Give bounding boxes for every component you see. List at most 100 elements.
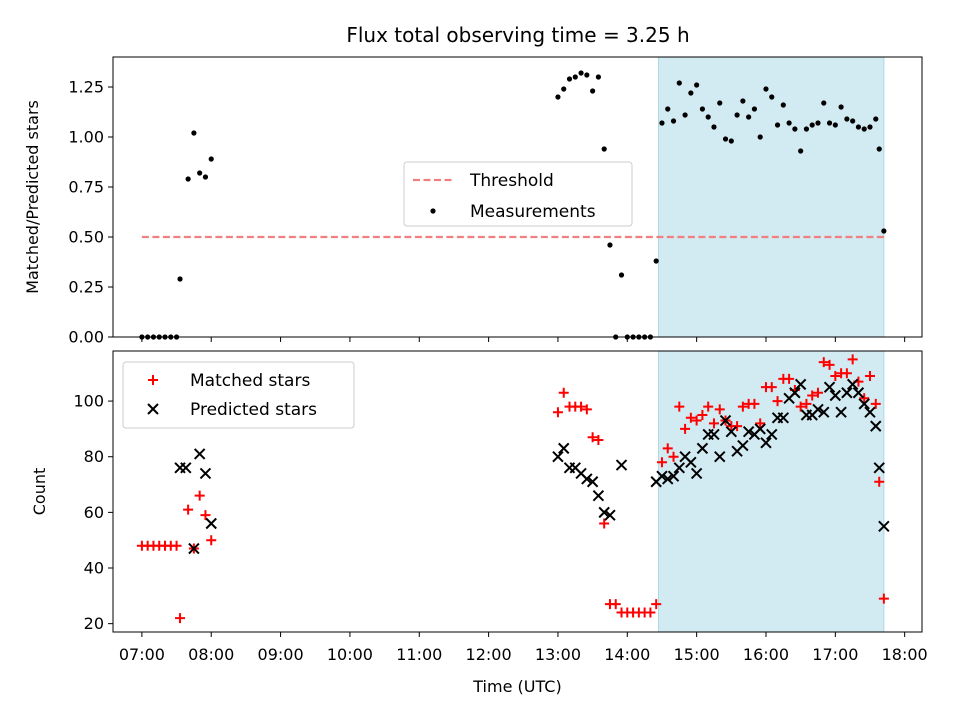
matched-point <box>581 404 592 415</box>
measurement-point <box>694 82 700 88</box>
measurement-point <box>746 114 752 120</box>
legend-threshold-label: Threshold <box>469 171 554 191</box>
predicted-point <box>656 470 668 482</box>
matched-point <box>206 535 217 546</box>
matched-point <box>552 407 563 418</box>
predicted-point <box>662 473 674 485</box>
predicted-point <box>205 517 217 530</box>
measurement-point <box>763 86 769 92</box>
legend-predicted-swatch <box>147 403 159 415</box>
measurement-point <box>659 120 665 126</box>
count-panel: 20 40 60 80 100 07:00 08:00 09:00 10:00 11:00 12:… <box>30 350 928 696</box>
y-tick-label: 0.50 <box>68 228 104 247</box>
measurement-point <box>876 146 882 152</box>
legend-x-marker <box>147 403 159 415</box>
matched-point <box>593 435 604 446</box>
matched-point <box>812 387 823 398</box>
y-tick-label: 1.25 <box>68 78 104 97</box>
matched-point <box>874 476 885 487</box>
matched-point <box>784 373 795 384</box>
matched-point <box>859 393 870 404</box>
predicted-point <box>737 439 749 452</box>
predicted-point <box>841 387 853 399</box>
matched-point <box>818 357 829 368</box>
legend-plus-marker <box>148 375 158 385</box>
predicted-stars-series <box>174 378 890 555</box>
matched-point <box>749 398 760 409</box>
predicted-point <box>552 451 564 463</box>
predicted-point <box>180 462 192 474</box>
predicted-point <box>864 406 876 418</box>
matched-point <box>691 415 702 426</box>
measurement-point <box>780 102 786 108</box>
predicted-point <box>558 442 570 455</box>
measurement-point <box>740 98 746 104</box>
x-tick-label: 13:00 <box>535 645 581 664</box>
predicted-point <box>719 414 732 427</box>
x-tick-label: 15:00 <box>674 645 720 664</box>
measurement-point <box>881 228 887 234</box>
predicted-point <box>714 451 726 463</box>
predicted-point <box>696 442 709 455</box>
measurement-point <box>590 88 596 94</box>
predicted-point <box>873 462 885 474</box>
predicted-point <box>725 425 738 438</box>
matched-point <box>183 504 194 515</box>
matched-point <box>878 593 889 604</box>
matched-point <box>732 421 743 432</box>
matched-point <box>175 613 186 624</box>
predicted-point <box>846 378 859 391</box>
shaded-span-rect <box>657 56 885 338</box>
measurement-point <box>607 242 613 248</box>
measurement-point <box>665 106 671 112</box>
ratio-legend-box <box>403 161 633 227</box>
predicted-point <box>777 412 790 424</box>
matched-point <box>807 390 818 401</box>
measurement-point <box>177 276 183 282</box>
matched-point <box>587 432 598 443</box>
x-tick-label: 10:00 <box>327 645 373 664</box>
matched-point <box>864 371 875 382</box>
measurement-point <box>850 118 856 124</box>
measurement-point <box>786 120 792 126</box>
matched-point <box>651 599 662 610</box>
ratio-y-axis-label: Matched/Predicted stars <box>23 100 42 294</box>
time-x-axis-label: Time (UTC) <box>472 677 561 696</box>
legend-predicted-label: Predicted stars <box>190 400 317 420</box>
matched-point <box>200 510 211 521</box>
ratio-legend: Threshold Measurements <box>403 161 633 227</box>
matched-point <box>599 518 610 529</box>
y-tick-label: 60 <box>84 503 104 522</box>
measurement-point <box>688 90 694 96</box>
measurement-point <box>757 134 763 140</box>
y-tick-label: 0.00 <box>68 328 104 347</box>
predicted-point <box>604 509 616 521</box>
measurement-point <box>751 106 758 112</box>
predicted-point <box>598 506 610 519</box>
measurement-point <box>572 74 578 80</box>
predicted-point <box>858 398 870 410</box>
y-tick-label: 1.00 <box>68 128 104 147</box>
predicted-point <box>592 489 605 502</box>
measurement-point <box>202 174 209 180</box>
measurement-point <box>595 74 602 80</box>
matched-point <box>668 451 679 462</box>
predicted-point <box>760 437 772 449</box>
predicted-point <box>188 542 200 555</box>
matched-point <box>680 423 691 434</box>
predicted-point <box>581 473 593 485</box>
matched-point <box>830 371 841 382</box>
predicted-point <box>870 420 882 432</box>
measurements-series <box>139 70 887 340</box>
ratio-x-axis <box>141 337 906 342</box>
matched-point <box>755 418 766 429</box>
matched-point <box>714 404 725 415</box>
measurement-point <box>728 138 734 144</box>
matched-point <box>674 401 685 412</box>
predicted-point <box>615 459 628 471</box>
predicted-point <box>852 387 865 399</box>
predicted-point <box>829 389 842 402</box>
measurement-point <box>705 114 711 120</box>
measurement-point <box>873 116 879 122</box>
measurement-point <box>844 116 850 122</box>
